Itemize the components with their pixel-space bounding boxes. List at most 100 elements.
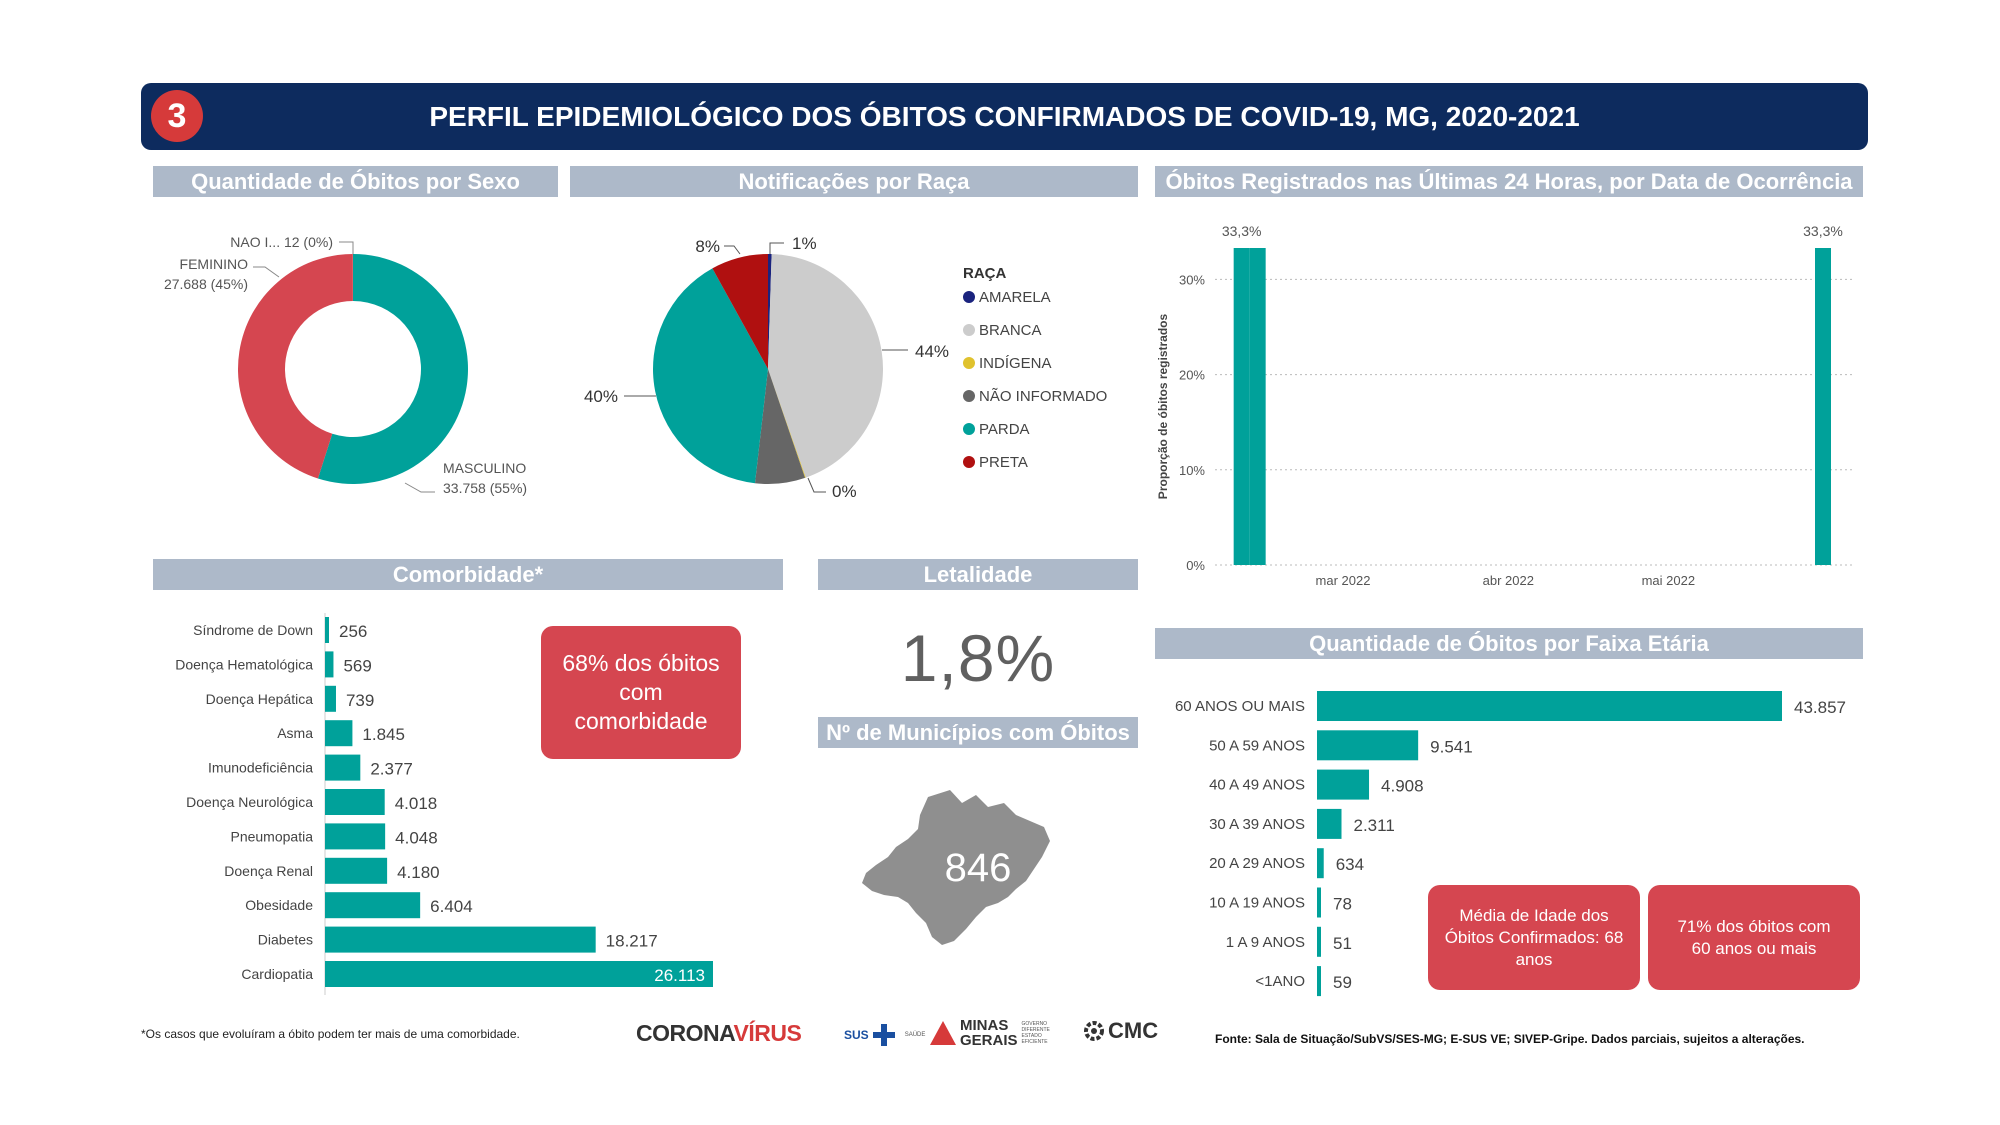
bar-30-a-39-anos — [1317, 808, 1342, 839]
value-doenca-renal: 4.180 — [397, 863, 440, 882]
value-40-a-49-anos: 4.908 — [1381, 777, 1424, 796]
raca-pie-chart: 1% 44% 0% 40% 8% RAÇA AMARELA BRANCA INDÍGENA NÃO… — [584, 234, 1107, 501]
category-doenca-renal: Doença Renal — [224, 863, 313, 879]
y-tick-1: 10% — [1179, 463, 1205, 478]
sus-cross-icon — [872, 1024, 895, 1046]
section-title-comorbidade: Comorbidade* — [153, 559, 783, 590]
y-tick-0: 0% — [1186, 558, 1205, 573]
sus-logo: SUS SAÚDE — [844, 1020, 925, 1050]
logo-virus-text: VÍRUS — [733, 1020, 802, 1046]
value-cardiopatia: 26.113 — [654, 966, 705, 985]
x-tick-0: mar 2022 — [1316, 573, 1371, 588]
value-imunodeficiencia: 2.377 — [370, 760, 413, 779]
label-nao-informado: NAO I... 12 (0%) — [230, 234, 333, 250]
bar-label-2: 33,3% — [1803, 223, 1843, 239]
value-masculino: 33.758 (55%) — [443, 480, 527, 496]
value-asma: 1.845 — [362, 725, 405, 744]
legend-item-amarela: AMARELA — [979, 289, 1051, 306]
donut-slice-feminino — [238, 254, 353, 479]
footnote: *Os casos que evoluíram a óbito podem te… — [141, 1027, 520, 1041]
x-tick-1: abr 2022 — [1483, 573, 1534, 588]
bar-1 — [1249, 248, 1266, 565]
pie-slice-amarela — [768, 254, 772, 369]
donut-slice-masculino — [317, 254, 468, 484]
legend-item-indigena: INDÍGENA — [979, 355, 1052, 372]
category-60-anos-ou-mais: 60 ANOS OU MAIS — [1175, 698, 1305, 715]
legend-marker-parda — [963, 423, 975, 435]
bar-pneumopatia — [325, 823, 386, 850]
category-30-a-39-anos: 30 A 39 ANOS — [1209, 816, 1305, 833]
minas-text: MINAS — [960, 1017, 1009, 1034]
legend-title: RAÇA — [963, 265, 1006, 282]
gerais-text: GERAIS — [960, 1032, 1018, 1049]
legend-marker-indigena — [963, 357, 975, 369]
pie-label-preta: 8% — [695, 237, 720, 256]
comorbidade-callout: 68% dos óbitos com comorbidade — [541, 626, 741, 759]
source-text: Fonte: Sala de Situação/SubVS/SES-MG; E-… — [1215, 1032, 1805, 1046]
faixa-callout: 71% dos óbitos com 60 anos ou mais — [1648, 885, 1860, 990]
legend-marker-nao-informado — [963, 390, 975, 402]
section-title-faixa: Quantidade de Óbitos por Faixa Etária — [1155, 628, 1863, 659]
value-sindrome-de-down: 256 — [339, 622, 367, 641]
sus-text: SUS — [844, 1028, 869, 1042]
section-title-ultimas24: Óbitos Registrados nas Últimas 24 Horas,… — [1155, 166, 1863, 197]
section-number-badge: 3 — [151, 90, 203, 142]
bar-doenca-hematologica — [325, 651, 334, 678]
value-20-a-29-anos: 634 — [1336, 855, 1364, 874]
y-axis-label: Proporção de óbitos registrados — [1156, 313, 1170, 499]
value-doenca-hepatica: 739 — [346, 691, 374, 710]
bar-40-a-49-anos — [1317, 769, 1370, 800]
legend-marker-preta — [963, 456, 975, 468]
legend-item-parda: PARDA — [979, 421, 1030, 438]
value-50-a-59-anos: 9.541 — [1430, 737, 1473, 756]
category-1-a-9-anos: 1 A 9 ANOS — [1226, 934, 1305, 951]
value-30-a-39-anos: 2.311 — [1354, 816, 1395, 835]
bar-1ano — [1317, 966, 1321, 997]
value-1-a-9-anos: 51 — [1333, 934, 1352, 953]
label-masculino: MASCULINO — [443, 460, 526, 476]
pie-label-indigena: 0% — [832, 482, 857, 501]
section-title-letalidade: Letalidade — [818, 559, 1138, 590]
minas-gerais-map-icon — [862, 790, 1050, 945]
category-diabetes: Diabetes — [258, 932, 313, 948]
category-pneumopatia: Pneumopatia — [230, 828, 313, 844]
cmc-text: CMC — [1108, 1018, 1159, 1043]
section-title-sexo: Quantidade de Óbitos por Sexo — [153, 166, 558, 197]
governo-text: GOVERNO DIFERENTE ESTADO EFICIENTE — [1021, 1021, 1050, 1045]
pie-slice-indigena — [768, 369, 806, 478]
legend-marker-amarela — [963, 291, 975, 303]
pie-slice-branca — [768, 254, 883, 478]
pie-label-amarela: 1% — [792, 234, 817, 253]
legend-item-branca: BRANCA — [979, 322, 1042, 339]
value-doenca-hematologica: 569 — [343, 656, 371, 675]
pie-label-parda: 40% — [584, 387, 618, 406]
value-pneumopatia: 4.048 — [395, 828, 438, 847]
municipios-value: 846 — [944, 846, 1012, 890]
pie-slice-nao-informado — [754, 369, 806, 484]
leader-indigena — [807, 477, 826, 493]
comorbidade-bar-chart: Síndrome de Down 256 Doença Hematológica 56… — [175, 613, 713, 995]
category-obesidade: Obesidade — [245, 897, 313, 913]
category-asma: Asma — [277, 725, 313, 741]
leader-feminino — [253, 266, 280, 278]
category-doenca-hematologica: Doença Hematológica — [175, 656, 313, 672]
bar-label-0: 33,3% — [1222, 223, 1262, 239]
letalidade-value: 1,8% — [900, 621, 1056, 695]
category-sindrome-de-down: Síndrome de Down — [193, 622, 313, 638]
minas-gerais-logo: MINAS GERAIS GOVERNO DIFERENTE ESTADO EF… — [930, 1018, 1056, 1048]
value-doenca-neurologica: 4.018 — [395, 794, 438, 813]
bar-obesidade — [325, 892, 421, 919]
sexo-donut-chart: MASCULINO 33.758 (55%) FEMININO 27.688 (45%… — [164, 234, 527, 496]
value-diabetes: 18.217 — [606, 932, 658, 951]
section-title-raca: Notificações por Raça — [570, 166, 1138, 197]
saude-text: SAÚDE — [904, 1032, 926, 1038]
leader-preta — [724, 245, 741, 255]
bar-diabetes — [325, 926, 596, 953]
bar-cardiopatia — [325, 961, 713, 987]
value-60-anos-ou-mais: 43.857 — [1794, 698, 1846, 717]
x-tick-2: mai 2022 — [1642, 573, 1695, 588]
category-10-a-19-anos: 10 A 19 ANOS — [1209, 895, 1305, 912]
idade-callout: Média de Idade dos Óbitos Confirmados: 6… — [1428, 885, 1640, 990]
pie-label-branca: 44% — [915, 342, 949, 361]
bar-50-a-59-anos — [1317, 730, 1419, 761]
